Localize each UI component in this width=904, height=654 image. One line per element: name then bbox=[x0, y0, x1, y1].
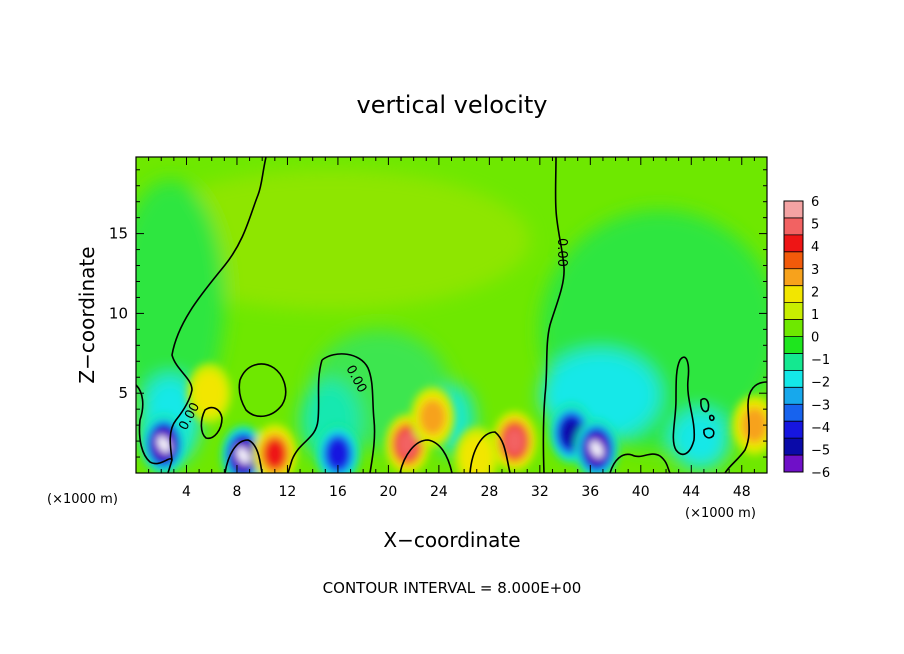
colorbar-swatch-0 bbox=[784, 201, 803, 218]
x-tick-label-12: 12 bbox=[279, 484, 297, 500]
colorbar: 6 5 4 3 2 1 0 −1 −2 −3 −4 −5 −6 bbox=[784, 195, 830, 481]
feature-cell-3-level-4 bbox=[327, 439, 350, 470]
x-tick-label-32: 32 bbox=[531, 484, 549, 500]
x-tick-label-8: 8 bbox=[232, 484, 241, 500]
x-tick-label-36: 36 bbox=[581, 484, 599, 500]
colorbar-swatch-5 bbox=[784, 286, 803, 303]
colorbar-label-3: 3 bbox=[811, 263, 819, 278]
colorbar-swatch-1 bbox=[784, 218, 803, 235]
feature-cell-6-level-5 bbox=[504, 427, 525, 455]
colorbar-label-1: 5 bbox=[811, 218, 819, 233]
x-tick-label-40: 40 bbox=[632, 484, 650, 500]
colorbar-swatch-7 bbox=[784, 320, 803, 337]
x-axis-title: X−coordinate bbox=[383, 528, 520, 552]
x-tick-label-4: 4 bbox=[182, 484, 191, 500]
contour-interval-note: CONTOUR INTERVAL = 8.000E+00 bbox=[323, 579, 582, 597]
colorbar-label-7: −1 bbox=[811, 353, 830, 368]
y-tick-label-15: 15 bbox=[109, 225, 128, 243]
colorbar-label-9: −3 bbox=[811, 398, 830, 413]
colorbar-label-0: 6 bbox=[811, 195, 819, 210]
x-tick-label-16: 16 bbox=[329, 484, 347, 500]
colorbar-label-2: 4 bbox=[811, 240, 819, 255]
colorbar-swatch-9 bbox=[784, 353, 803, 370]
y-axis-title: Z−coordinate bbox=[75, 246, 99, 383]
colorbar-label-6: 0 bbox=[811, 331, 819, 346]
contour-label-right: 0.00 bbox=[554, 238, 569, 267]
feature-cell-2-level-4 bbox=[263, 439, 286, 470]
colorbar-swatch-6 bbox=[784, 303, 803, 320]
colorbar-label-12: −6 bbox=[811, 466, 830, 481]
colorbar-label-5: 1 bbox=[811, 308, 819, 323]
colorbar-label-4: 2 bbox=[811, 285, 819, 300]
x-tick-label-20: 20 bbox=[379, 484, 397, 500]
cyan-lobe-right2 bbox=[670, 410, 730, 470]
x-unit-label: (×1000 m) bbox=[47, 492, 118, 507]
x-unit-label-right: (×1000 m) bbox=[685, 506, 756, 521]
colorbar-swatch-8 bbox=[784, 337, 803, 354]
colorbar-label-11: −5 bbox=[811, 443, 830, 458]
colorbar-swatch-10 bbox=[784, 370, 803, 387]
plot-area: 0.00 0.00 0.00 bbox=[115, 157, 780, 487]
x-tick-label-44: 44 bbox=[682, 484, 700, 500]
colorbar-swatch-4 bbox=[784, 269, 803, 286]
y-tick-label-10: 10 bbox=[109, 304, 128, 322]
x-tick-label-24: 24 bbox=[430, 484, 448, 500]
colorbar-swatch-15 bbox=[784, 455, 803, 472]
colorbar-swatch-3 bbox=[784, 252, 803, 269]
colorbar-swatch-2 bbox=[784, 235, 803, 252]
y-tick-label-5: 5 bbox=[118, 384, 128, 402]
feature-cell-5-level-3 bbox=[420, 400, 446, 435]
colorbar-label-10: −4 bbox=[811, 421, 830, 436]
colorbar-swatch-12 bbox=[784, 404, 803, 421]
colorbar-label-8: −2 bbox=[811, 376, 830, 391]
x-tick-label-28: 28 bbox=[480, 484, 498, 500]
colorbar-swatch-11 bbox=[784, 387, 803, 404]
colorbar-swatch-13 bbox=[784, 421, 803, 438]
x-tick-label-48: 48 bbox=[733, 484, 751, 500]
chart-title: vertical velocity bbox=[357, 91, 548, 119]
colorbar-swatch-14 bbox=[784, 438, 803, 455]
